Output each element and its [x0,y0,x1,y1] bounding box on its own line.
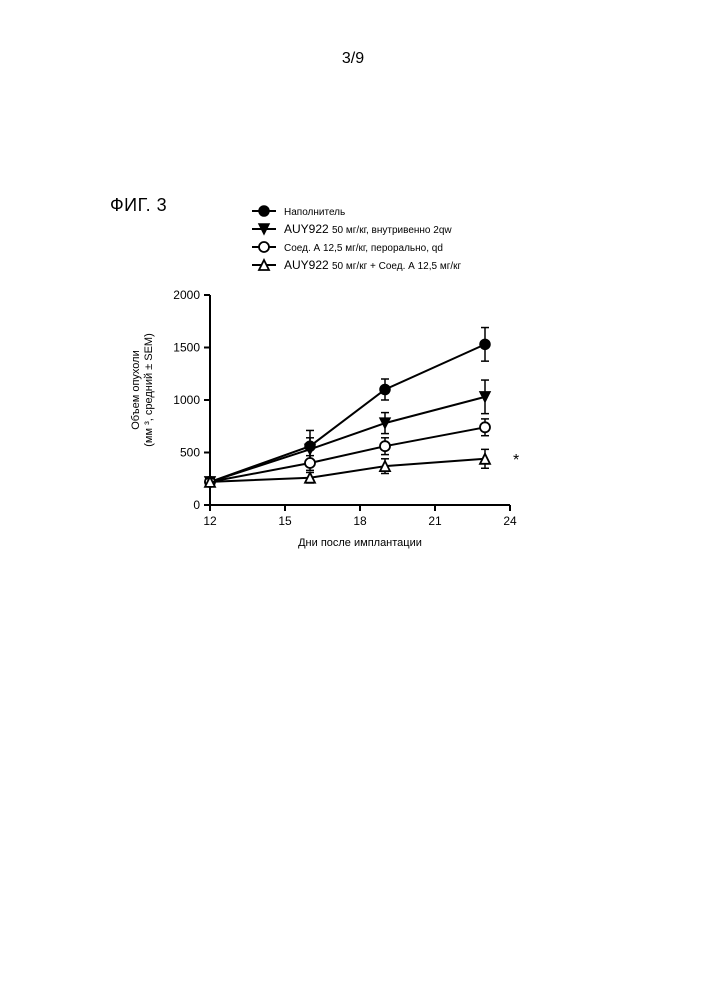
svg-text:Соед. А 12,5 мг/кг, пероральн: Соед. А 12,5 мг/кг, перорально, qd [284,243,443,254]
svg-text:Наполнитель: Наполнитель [284,207,345,218]
svg-text:1000: 1000 [173,393,200,407]
significance-marker: * [513,452,519,469]
chart-container: Объем опухоли(мм ³, средний ± SEM) Дни п… [130,205,560,555]
svg-text:21: 21 [428,514,442,528]
svg-text:AUY922: AUY922 [284,258,329,272]
page: 3/9 ФИГ. 3 Объем опухоли(мм ³, средний ±… [0,0,706,999]
svg-text:15: 15 [278,514,292,528]
page-number: 3/9 [0,50,706,68]
svg-text:50 мг/кг + Соед. А 12,5 мг/кг: 50 мг/кг + Соед. А 12,5 мг/кг [332,261,462,272]
y-axis-label: Объем опухоли(мм ³, средний ± SEM) [130,370,156,390]
svg-text:500: 500 [180,446,200,460]
svg-text:1500: 1500 [173,341,200,355]
svg-text:50 мг/кг, внутривенно 2qw: 50 мг/кг, внутривенно 2qw [332,225,452,236]
line-chart: 0 500 1000 1500 2000 12 15 18 21 24 * Наполнитель AU… [130,205,560,555]
svg-text:18: 18 [353,514,367,528]
svg-text:24: 24 [503,514,517,528]
svg-text:12: 12 [203,514,217,528]
svg-text:2000: 2000 [173,288,200,302]
svg-text:AUY922: AUY922 [284,222,329,236]
svg-text:0: 0 [193,498,200,512]
x-axis-label: Дни после имплантации [210,537,510,549]
series-compA [205,419,490,487]
legend: Наполнитель AUY922 50 мг/кг, внутривенно … [252,206,462,272]
